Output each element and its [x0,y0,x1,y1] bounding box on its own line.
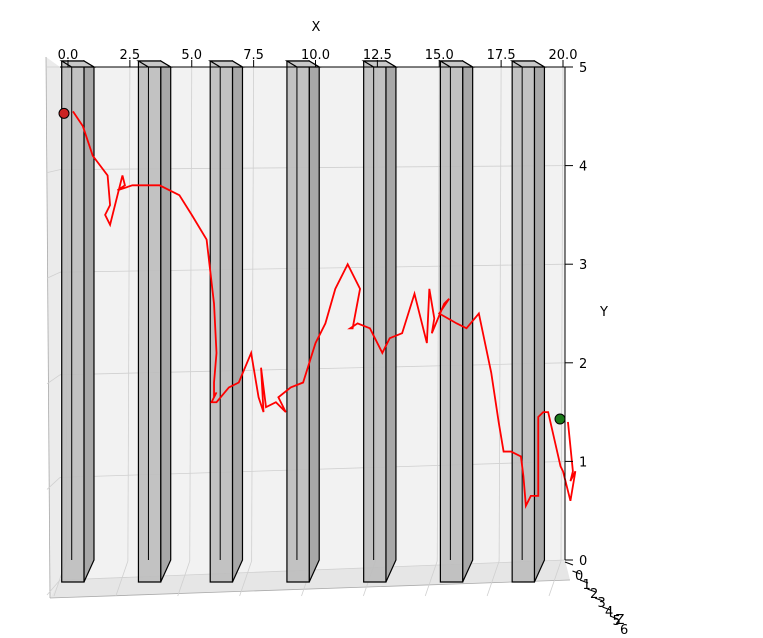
x-tick-label: 7.5 [243,48,264,63]
grid-line-floor-x [115,560,129,597]
grid-line-left-y [46,579,61,596]
obstacle-box [59,59,97,583]
obstacle-side-face [83,59,95,583]
z-tick-mark [602,606,611,611]
y-tick-label: 5 [579,61,587,76]
grid-line-x [127,66,131,562]
y-tick-label: 1 [579,455,587,470]
obstacle-box [208,59,245,583]
grid-line-floor-x [177,560,191,597]
obstacle-front-face [61,60,85,583]
x-tick-label: 10.0 [301,48,330,63]
tick-labels: 0.0 2.5 5.0 7.5 10.0 12.5 15.0 17.5 20.001234501… [58,48,629,638]
z-tick-mark [572,570,581,575]
obstacle-side-face [308,59,320,583]
obstacle-side-face [231,59,244,583]
obstacle-box [509,59,547,583]
grid-line-x [251,66,255,562]
left-pane-edge [45,56,51,599]
z-tick-label: 1 [583,578,591,593]
obstacle-box [438,59,475,583]
obstacle-front-face [209,60,234,583]
obstacle-front-face [511,60,536,583]
z-tick-mark [594,597,604,602]
x-tick-label: 2.5 [120,48,141,63]
y-tick-label: 0 [579,554,587,569]
start-point-marker [58,107,70,119]
x-tick-label: 5.0 [181,48,202,63]
grid-line-x [498,66,502,562]
y-tick-label: 4 [579,160,587,175]
floor-front-edge [49,579,571,599]
obstacle-side-face [385,59,397,583]
obstacle-box [136,59,173,583]
z-tick-label: 2 [590,587,598,602]
obstacle-box [284,59,322,583]
grid-line-left-y [46,169,61,173]
y-tick-label: 3 [579,258,587,273]
z-tick-label: 5 [613,614,621,629]
y-tick-label: 2 [579,357,587,372]
grid-line-left-y [46,271,61,279]
obstacle-box [361,59,399,583]
z-tick-label: 6 [620,623,628,638]
x-tick-label: 0.0 [58,48,79,63]
grid-line-floor-x [424,560,438,597]
grid-line-floor-x [239,560,253,597]
grid-line-left-y [46,477,61,490]
x-axis-label: X [312,20,321,35]
grid-line-x [560,66,564,562]
x-tick-label: 12.5 [363,48,392,63]
goal-point-marker [554,413,566,425]
obstacle-front-face [137,60,162,583]
z-tick-mark [579,579,589,584]
grid-line-x [436,66,440,562]
grid-line-floor-x [548,560,562,597]
obstacle-front-face [286,60,310,583]
x-tick-label: 15.0 [425,48,454,63]
z-tick-mark [609,615,619,620]
z-tick-label: 3 [598,596,606,611]
obstacle-front-face [363,60,387,583]
z-tick-label: 0 [575,569,583,584]
z-tick-mark [587,588,596,593]
obstacle-side-face [533,59,546,583]
grid-line-left-y [46,374,61,385]
z-tick-label: 4 [605,605,613,620]
z-axis-label: Z [616,613,625,628]
x-tick-label: 20.0 [549,48,578,63]
left-pane [46,57,60,598]
x-tick-label: 17.5 [487,48,516,63]
path-layer [58,107,577,510]
path-line [72,110,577,510]
grid-line-floor-x [486,560,500,597]
grid-line-x [189,66,193,562]
z-tick-mark [564,561,574,566]
y-axis-label: Y [599,305,608,320]
obstacle-side-face [160,59,172,583]
